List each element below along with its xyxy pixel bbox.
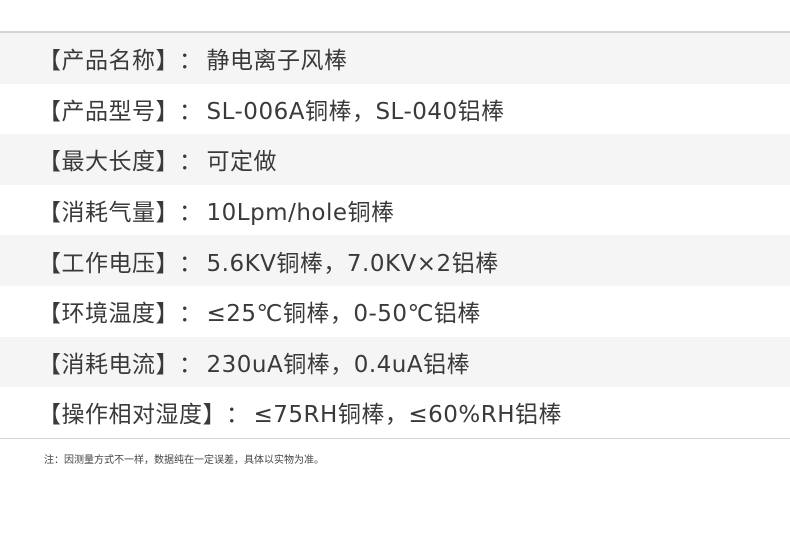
spec-row: 【消耗电流】： 230uA铜棒，0.4uA铝棒 xyxy=(0,336,790,388)
spec-value: 静电离子风棒 xyxy=(206,48,348,75)
spec-row: 【工作电压】： 5.6KV铜棒，7.0KV×2铝棒 xyxy=(0,235,790,286)
spec-row: 【产品名称】：静电离子风棒 xyxy=(0,33,790,84)
spec-label: 【工作电压】 xyxy=(38,250,179,277)
spec-value: ≤75RH铜棒，≤60%RH铝棒 xyxy=(253,402,562,429)
disclaimer-note: 注：因测量方式不一样，数据纯在一定误差，具体以实物为准。 xyxy=(44,455,324,466)
spec-row: 【环境温度】： ≤25℃铜棒，0-50℃铝棒 xyxy=(0,285,790,337)
spec-separator: ： xyxy=(179,200,203,227)
spec-label: 【环境温度】 xyxy=(38,301,179,328)
spec-separator: ： xyxy=(179,301,203,328)
spec-separator: ： xyxy=(179,250,203,277)
spec-row: 【操作相对湿度】： ≤75RH铜棒，≤60%RH铝棒 xyxy=(0,387,790,438)
spec-value: 10Lpm/hole铜棒 xyxy=(206,200,395,227)
spec-label: 【最大长度】 xyxy=(38,149,179,176)
spec-value: SL-006A铜棒，SL-040铝棒 xyxy=(206,98,505,125)
spec-label: 【消耗电流】 xyxy=(38,351,179,378)
spec-label: 【产品名称】 xyxy=(38,48,179,75)
spec-value: 5.6KV铜棒，7.0KV×2铝棒 xyxy=(206,250,499,277)
spec-row: 【最大长度】：可定做 xyxy=(0,134,790,185)
spec-value: 可定做 xyxy=(206,149,277,176)
spec-label: 【操作相对湿度】 xyxy=(38,402,226,429)
spec-table: 【产品名称】：静电离子风棒 【产品型号】： SL-006A铜棒，SL-040铝棒 … xyxy=(0,31,790,439)
spec-value: ≤25℃铜棒，0-50℃铝棒 xyxy=(206,301,481,328)
spec-separator: ： xyxy=(226,402,250,429)
spec-label: 【产品型号】 xyxy=(38,98,179,125)
spec-row: 【消耗气量】： 10Lpm/hole铜棒 xyxy=(0,184,790,236)
spec-label: 【消耗气量】 xyxy=(38,200,179,227)
spec-separator: ： xyxy=(179,351,203,378)
spec-value: 230uA铜棒，0.4uA铝棒 xyxy=(206,351,471,378)
spec-separator: ： xyxy=(179,149,203,176)
spec-row: 【产品型号】： SL-006A铜棒，SL-040铝棒 xyxy=(0,83,790,135)
spec-separator: ： xyxy=(179,98,203,125)
spec-separator: ： xyxy=(179,48,203,75)
